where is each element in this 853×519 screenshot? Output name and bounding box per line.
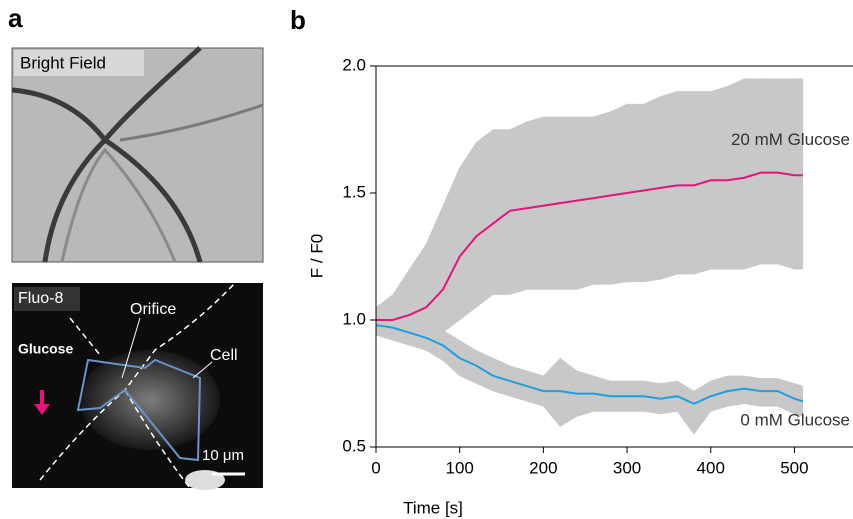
error-band — [526, 116, 544, 290]
error-band — [476, 128, 494, 308]
scale-label: 10 μm — [202, 447, 244, 464]
error-band — [677, 380, 695, 436]
error-band — [442, 329, 460, 377]
error-band — [543, 357, 561, 428]
fluo-label: Fluo-8 — [18, 290, 63, 307]
data-line — [376, 171, 803, 321]
error-band — [710, 85, 728, 270]
error-band — [425, 205, 444, 339]
y-axis-label: F / F0 — [307, 234, 326, 278]
orifice-label: Orifice — [130, 301, 176, 318]
y-tick-label: 0.5 — [342, 436, 366, 455]
series-label: 20 mM Glucose — [731, 130, 850, 149]
x-tick-label: 100 — [445, 458, 473, 477]
error-band — [693, 380, 711, 436]
bright-field-label: Bright Field — [20, 53, 106, 72]
x-tick-label: 200 — [529, 458, 557, 477]
y-tick-label: 1.0 — [342, 309, 366, 328]
error-band — [760, 78, 778, 265]
error-band — [760, 378, 778, 407]
y-tick-label: 1.5 — [342, 182, 366, 201]
cell-label: Cell — [210, 347, 238, 364]
x-tick-label: 0 — [371, 458, 380, 477]
series-label: 0 mM Glucose — [740, 411, 850, 430]
error-band — [425, 324, 444, 362]
y-tick-label: 2.0 — [342, 55, 366, 74]
error-band — [442, 167, 460, 334]
x-tick-label: 500 — [780, 458, 808, 477]
panel-label: b — [290, 5, 306, 35]
bright-field-image — [11, 46, 264, 263]
x-axis-label: Time [s] — [403, 498, 463, 517]
error-band — [459, 141, 477, 321]
glucose-label: Glucose — [18, 341, 73, 357]
fluorescence-image — [12, 282, 263, 490]
x-tick-label: 400 — [697, 458, 725, 477]
x-tick-label: 300 — [613, 458, 641, 477]
panel-label: a — [8, 3, 23, 33]
error-band — [576, 116, 594, 290]
error-band — [677, 91, 695, 275]
data-line — [375, 324, 804, 405]
error-band — [727, 78, 745, 270]
error-band — [777, 378, 795, 415]
error-band — [794, 78, 804, 270]
